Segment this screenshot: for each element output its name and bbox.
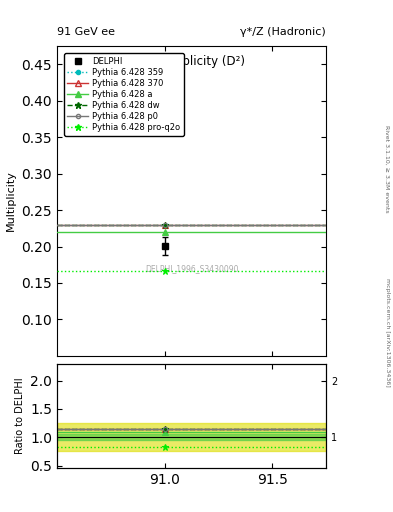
- Bar: [57, 423, 326, 452]
- Text: Rivet 3.1.10, ≥ 3.3M events: Rivet 3.1.10, ≥ 3.3M events: [385, 125, 389, 213]
- Text: 91 GeV ee: 91 GeV ee: [57, 27, 115, 37]
- Y-axis label: Multiplicity: Multiplicity: [6, 170, 16, 231]
- Text: DELPHI_1996_S3430090: DELPHI_1996_S3430090: [145, 265, 238, 273]
- Text: D multiplicity (D²): D multiplicity (D²): [139, 55, 244, 69]
- Text: mcplots.cern.ch [arXiv:1306.3436]: mcplots.cern.ch [arXiv:1306.3436]: [385, 279, 389, 387]
- Bar: [57, 435, 326, 440]
- Text: γ*/Z (Hadronic): γ*/Z (Hadronic): [241, 27, 326, 37]
- Y-axis label: Ratio to DELPHI: Ratio to DELPHI: [15, 378, 25, 454]
- Legend: DELPHI, Pythia 6.428 359, Pythia 6.428 370, Pythia 6.428 a, Pythia 6.428 dw, Pyt: DELPHI, Pythia 6.428 359, Pythia 6.428 3…: [64, 53, 184, 136]
